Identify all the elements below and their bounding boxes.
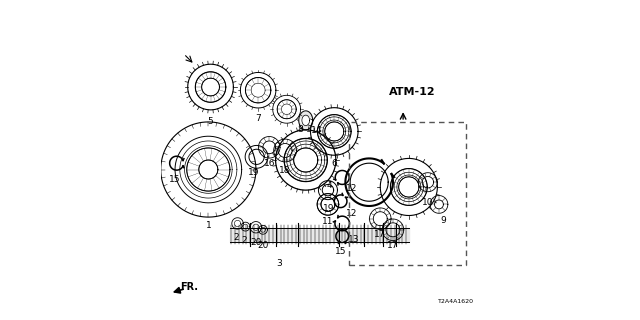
Text: 20: 20 bbox=[250, 238, 261, 247]
Bar bbox=[349, 122, 466, 265]
Text: 12: 12 bbox=[346, 209, 357, 219]
Text: 6: 6 bbox=[332, 159, 337, 168]
Text: 11: 11 bbox=[321, 217, 333, 226]
Text: T2A4A1620: T2A4A1620 bbox=[438, 299, 474, 304]
Text: 12: 12 bbox=[346, 184, 357, 193]
Text: 7: 7 bbox=[255, 114, 261, 123]
Text: 4: 4 bbox=[326, 181, 332, 190]
Text: 10: 10 bbox=[422, 198, 434, 207]
Text: ATM-12: ATM-12 bbox=[388, 86, 435, 97]
Text: 5: 5 bbox=[208, 117, 213, 126]
Text: 15: 15 bbox=[169, 174, 180, 184]
Text: 9: 9 bbox=[441, 216, 447, 225]
Text: 15: 15 bbox=[335, 247, 346, 256]
Text: 8: 8 bbox=[297, 125, 303, 134]
Text: 17: 17 bbox=[387, 241, 398, 250]
Text: 3: 3 bbox=[276, 259, 282, 268]
Text: 19: 19 bbox=[323, 204, 334, 213]
Text: 1: 1 bbox=[205, 220, 211, 229]
Text: 2: 2 bbox=[242, 236, 247, 245]
Text: 20: 20 bbox=[257, 241, 269, 250]
Text: 13: 13 bbox=[348, 235, 360, 244]
Text: 2: 2 bbox=[234, 233, 239, 242]
Text: 19: 19 bbox=[248, 168, 259, 177]
Text: 16: 16 bbox=[264, 159, 275, 168]
Text: FR.: FR. bbox=[180, 282, 198, 292]
Text: 17: 17 bbox=[374, 230, 385, 239]
Text: 18: 18 bbox=[279, 166, 291, 175]
Text: 14: 14 bbox=[311, 126, 323, 135]
